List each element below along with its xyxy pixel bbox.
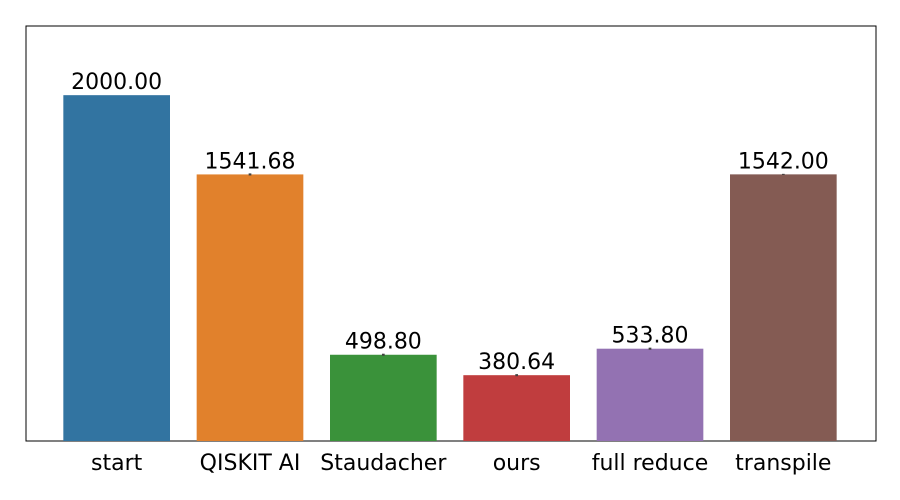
x-tick-label: QISKIT AI: [200, 451, 301, 476]
value-label: 2000.00: [71, 70, 162, 95]
value-label: 1542.00: [738, 149, 829, 174]
x-tick-label: start: [91, 451, 143, 476]
x-tick-label: transpile: [735, 451, 831, 476]
x-tick-label: Staudacher: [320, 451, 447, 476]
value-label: 1541.68: [205, 149, 296, 174]
bar: [330, 354, 437, 441]
x-tick-label: ours: [493, 451, 541, 476]
bar: [730, 174, 837, 442]
bar: [63, 95, 171, 442]
bar: [196, 174, 304, 441]
value-label: 380.64: [478, 350, 555, 375]
plot-frame: [25, 25, 877, 442]
bar: [596, 348, 704, 441]
value-label: 533.80: [612, 324, 689, 349]
bar: [463, 375, 570, 441]
x-tick-label: full reduce: [592, 451, 709, 476]
value-label: 498.80: [345, 330, 422, 355]
